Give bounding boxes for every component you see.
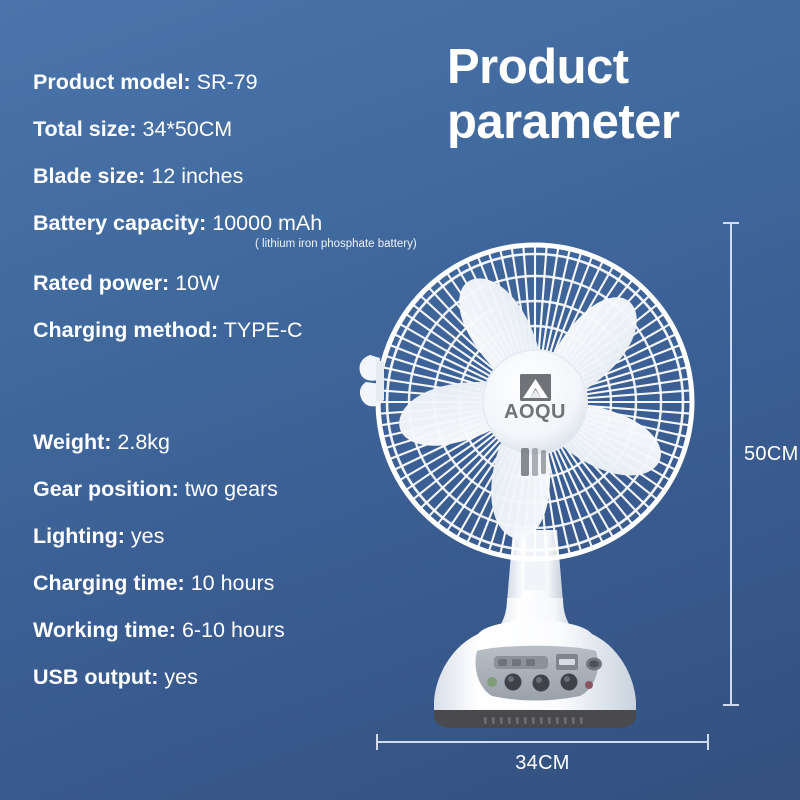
spec-value: SR-79 <box>196 70 258 94</box>
control-panel[interactable] <box>475 645 602 701</box>
grille-latch-clip[interactable] <box>359 355 384 407</box>
spec-label: Lighting: <box>33 524 125 548</box>
spec-label: Weight: <box>33 430 112 454</box>
page-title-line-2: parameter <box>447 94 680 149</box>
light-button[interactable] <box>532 674 550 692</box>
spec-label: Charging method: <box>33 317 219 342</box>
spec-label: Working time: <box>33 618 176 642</box>
page-title: Product parameter <box>447 40 777 150</box>
indicator-light-1 <box>498 659 507 666</box>
spec-label: Charging time: <box>33 571 185 595</box>
spec-row: Working time: 6-10 hours <box>33 618 413 642</box>
base-vent-slots <box>484 717 583 724</box>
spec-label: Battery capacity: <box>33 211 207 235</box>
spec-value: 34*50CM <box>142 117 233 141</box>
spec-row: Charging time: 10 hours <box>33 571 413 595</box>
fan-hub: AOQU <box>482 349 588 455</box>
spec-row: Blade size: 12 inches <box>33 164 413 188</box>
spec-row: Weight: 2.8kg <box>33 430 413 454</box>
spec-value: two gears <box>184 477 278 501</box>
spec-row: Rated power: 10W <box>33 270 413 295</box>
spec-value: 10000 mAh <box>212 211 323 235</box>
spec-row: Gear position: two gears <box>33 477 413 501</box>
spec-label: Total size: <box>33 117 137 141</box>
spec-label: Product model: <box>33 70 191 94</box>
spec-row: Lighting: yes <box>33 524 413 548</box>
power-indicator-led <box>487 677 497 687</box>
product-image-table-fan: AOQU <box>340 230 730 730</box>
spec-value: 6-10 hours <box>181 618 285 642</box>
spec-list-primary: Product model: SR-79 Total size: 34*50CM… <box>33 70 417 367</box>
spec-row: Total size: 34*50CM <box>33 117 413 141</box>
oscillation-button[interactable] <box>560 673 578 691</box>
brand-logo-icon <box>520 374 551 401</box>
spec-value: yes <box>164 665 198 689</box>
spec-list-secondary: Weight: 2.8kg Gear position: two gears L… <box>33 430 413 714</box>
spec-value: 10W <box>175 270 220 295</box>
spec-row: Product model: SR-79 <box>33 70 413 94</box>
charge-indicator-led <box>585 681 593 689</box>
dimension-line-height <box>723 222 739 706</box>
spec-label: Gear position: <box>33 477 179 501</box>
brand-wordmark: AOQU <box>504 401 566 423</box>
spec-label: Rated power: <box>33 270 170 295</box>
spec-value: yes <box>130 524 165 548</box>
page-title-line-1: Product <box>447 40 629 94</box>
spec-value: 10 hours <box>190 571 275 595</box>
spec-value: 12 inches <box>151 164 244 188</box>
dimension-label-width: 34CM <box>515 752 570 774</box>
spec-label: Blade size: <box>33 164 146 188</box>
spec-row: USB output: yes <box>33 665 413 689</box>
dimension-line-width <box>376 734 709 750</box>
speed-button[interactable] <box>504 673 522 691</box>
spec-row-battery: Battery capacity: 10000 mAh ( lithium ir… <box>33 211 417 250</box>
spec-row: Charging method: TYPE-C <box>33 317 413 342</box>
fan-base <box>434 620 636 728</box>
spec-value: 2.8kg <box>117 430 171 454</box>
dimension-label-height: 50CM <box>744 443 799 465</box>
indicator-light-2 <box>512 659 521 666</box>
spec-label: USB output: <box>33 665 159 689</box>
indicator-light-3 <box>526 659 535 666</box>
motor-housing <box>521 448 546 476</box>
spec-note-battery-chemistry: ( lithium iron phosphate battery) <box>255 238 417 250</box>
spec-value: TYPE-C <box>223 317 303 342</box>
